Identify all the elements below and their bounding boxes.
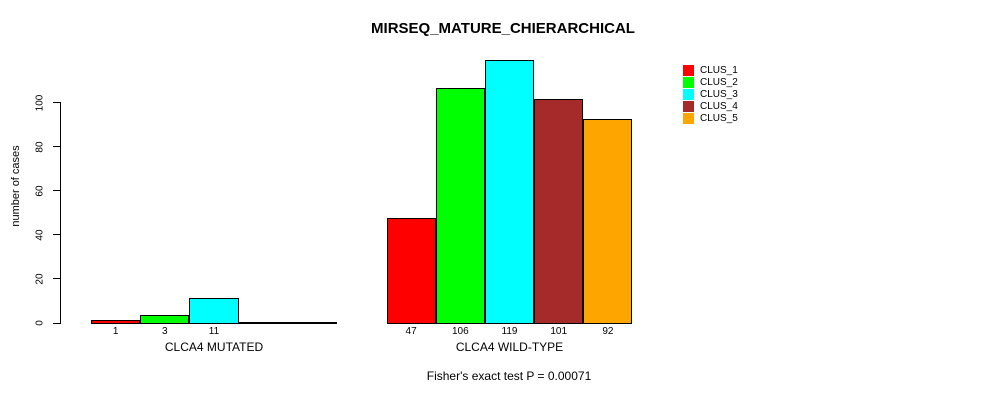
bar-value-label: 3 (162, 326, 168, 337)
group-label: CLCA4 MUTATED (164, 340, 264, 354)
y-axis-tick-label: 40 (34, 229, 46, 241)
y-axis-line (60, 102, 61, 324)
bar-value-label: 11 (208, 326, 220, 337)
y-axis-tick (53, 234, 60, 236)
legend-label-CLUS_3: CLUS_3 (700, 89, 738, 101)
bar-value-label: 47 (405, 326, 417, 337)
y-axis-tick (53, 190, 60, 192)
group-label: CLCA4 WILD-TYPE (455, 340, 564, 354)
legend-label-CLUS_1: CLUS_1 (700, 65, 738, 76)
legend-swatch-CLUS_5 (683, 113, 694, 125)
y-axis-tick (53, 322, 60, 324)
bar-CLUS_4 (534, 98, 584, 324)
caption-fisher-test: Fisher's exact test P = 0.00071 (426, 369, 592, 383)
y-axis-tick-label: 100 (34, 94, 46, 111)
y-axis-tick (53, 146, 60, 148)
bar-value-label: 92 (602, 326, 614, 337)
y-axis-label: number of cases (10, 145, 22, 227)
legend-swatch-CLUS_2 (683, 77, 694, 89)
y-axis-tick-label: 60 (34, 185, 46, 197)
legend-label-CLUS_2: CLUS_2 (700, 77, 738, 89)
y-axis-tick (53, 102, 60, 103)
bar-CLUS_3 (484, 59, 535, 324)
bar-value-label: 101 (550, 326, 568, 337)
bar-CLUS_5 (287, 321, 337, 324)
legend-swatch-CLUS_3 (683, 89, 694, 101)
y-axis-tick-label: 80 (34, 141, 46, 153)
bar-CLUS_2 (435, 87, 485, 324)
bar-value-label: 1 (112, 326, 119, 337)
y-axis-tick (53, 278, 60, 280)
bar-CLUS_2 (140, 314, 190, 324)
y-axis-tick-label: 0 (34, 320, 46, 326)
chart-title: MIRSEQ_MATURE_CHIERARCHICAL (371, 20, 635, 37)
bar-CLUS_3 (189, 297, 239, 324)
legend-label-CLUS_4: CLUS_4 (700, 101, 738, 113)
bar-CLUS_5 (583, 118, 633, 324)
bar-CLUS_4 (238, 321, 288, 324)
legend-swatch-CLUS_1 (683, 65, 694, 76)
legend-label-CLUS_5: CLUS_5 (700, 113, 738, 125)
y-axis-tick-label: 20 (34, 273, 46, 285)
bar-value-label: 119 (501, 326, 518, 337)
legend-swatch-CLUS_4 (683, 101, 694, 113)
bar-CLUS_1 (386, 217, 436, 324)
bar-value-label: 106 (451, 326, 469, 337)
bar-CLUS_1 (91, 319, 141, 324)
